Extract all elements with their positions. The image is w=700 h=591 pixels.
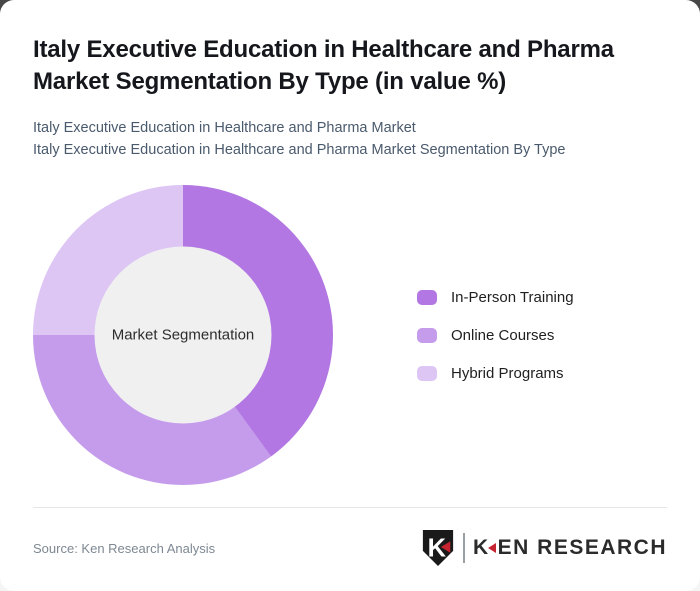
subtitle-block: Italy Executive Education in Healthcare … [33,118,667,161]
logo-divider-bar [462,533,465,564]
legend-swatch-icon [417,327,437,343]
legend-swatch-icon [417,289,437,305]
ken-research-shield-icon: K [422,530,454,567]
donut-chart[interactable]: Market Segmentation [33,185,333,486]
ken-research-logo: K K EN RESEARCH [421,529,667,567]
svg-text:K: K [428,535,447,563]
chart-center-label: Market Segmentation [111,326,255,344]
legend-label: Online Courses [451,326,555,344]
brand-letter-k: K [472,536,490,560]
page-title: Italy Executive Education in Healthcare … [33,36,614,95]
brand-rest: EN RESEARCH [497,536,667,560]
subtitle-line-1: Italy Executive Education in Healthcare … [33,120,416,137]
legend-label: In-Person Training [451,288,574,306]
chart-legend: In-Person Training Online Courses Hybrid… [417,289,574,382]
source-note: Source: Ken Research Analysis [33,540,216,556]
legend-item-in-person-training[interactable]: In-Person Training [417,289,574,306]
chart-area: Market Segmentation In-Person Training O… [33,185,667,486]
footer-divider [33,507,667,509]
donut-hole: Market Segmentation [94,246,272,424]
footer: Source: Ken Research Analysis K K EN RES… [33,529,667,567]
legend-label: Hybrid Programs [451,364,564,382]
legend-item-online-courses[interactable]: Online Courses [417,327,574,344]
brand-red-triangle-icon [487,543,496,554]
legend-swatch-icon [417,365,437,381]
subtitle-line-2: Italy Executive Education in Healthcare … [33,141,566,158]
legend-item-hybrid-programs[interactable]: Hybrid Programs [417,365,574,382]
brand-wordmark: K EN RESEARCH [473,536,667,560]
